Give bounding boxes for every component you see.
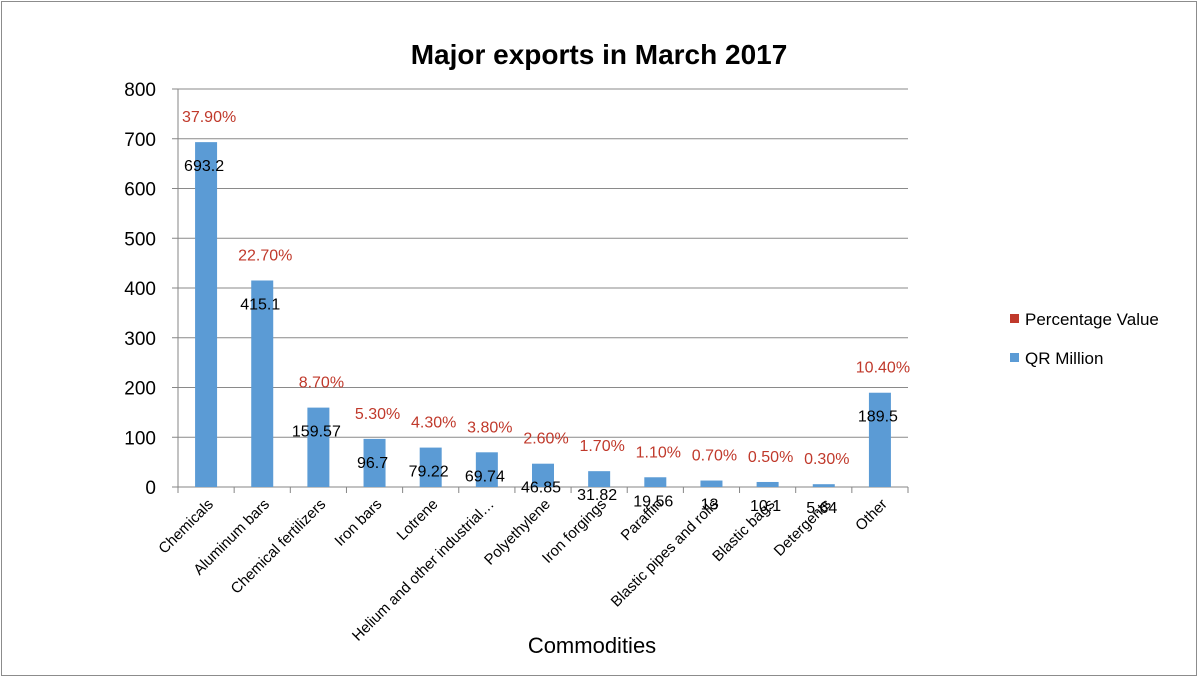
legend-swatch (1010, 314, 1019, 323)
value-label: 46.85 (521, 480, 561, 497)
value-label: 19.56 (633, 493, 673, 510)
legend: Percentage Value QR Million (1010, 310, 1159, 368)
y-tick-label: 0 (145, 478, 156, 499)
legend-swatch (1010, 353, 1019, 362)
x-tick-label: Other (852, 496, 891, 535)
y-tick-label: 200 (124, 379, 156, 400)
percentage-label: 0.50% (748, 449, 793, 466)
bar (419, 447, 442, 487)
y-tick-label: 100 (124, 428, 156, 449)
percentage-label: 3.80% (467, 419, 512, 436)
percentage-label: 22.70% (238, 247, 292, 264)
bar (307, 407, 330, 487)
legend-label: Percentage Value (1025, 310, 1159, 329)
bar (644, 477, 667, 487)
y-tick-label: 800 (124, 80, 156, 101)
x-tick-label: Chemical fertilizers (228, 496, 330, 598)
value-label: 159.57 (292, 424, 341, 441)
percentage-label: 0.70% (692, 448, 737, 465)
y-tick-label: 700 (124, 130, 156, 151)
bar (363, 438, 386, 487)
x-tick-label: Iron bars (331, 496, 385, 550)
bar (588, 471, 611, 487)
value-label: 31.82 (577, 487, 617, 504)
bar (475, 452, 498, 487)
bar (251, 280, 274, 487)
value-label: 415.1 (240, 296, 280, 313)
percentage-label: 2.60% (523, 431, 568, 448)
x-axis-title: Commodities (528, 633, 656, 658)
x-tick-label: Lotrene (394, 496, 442, 544)
value-label: 69.74 (465, 468, 505, 485)
percentage-label: 1.70% (579, 438, 624, 455)
bar (195, 142, 218, 487)
value-label: 5.64 (806, 500, 837, 517)
y-tick-label: 400 (124, 279, 156, 300)
value-label: 693.2 (184, 158, 224, 175)
y-tick-label: 300 (124, 329, 156, 350)
value-label: 79.22 (409, 464, 449, 481)
y-axis: 0 100 200 300 400 500 600 700 800 (124, 80, 179, 499)
gridlines (178, 88, 908, 488)
bar (700, 480, 723, 487)
x-tick-label: Blastic pipes and rolls (608, 496, 723, 611)
percentage-label: 1.10% (636, 444, 681, 461)
value-label: 189.5 (858, 409, 898, 426)
percentage-label: 8.70% (299, 375, 344, 392)
chart-title: Major exports in March 2017 (411, 39, 788, 70)
value-label: 13 (701, 497, 719, 514)
percentage-label: 4.30% (411, 415, 456, 432)
y-tick-label: 500 (124, 229, 156, 250)
bar (532, 463, 554, 487)
bar (812, 484, 835, 487)
value-label: 10.1 (750, 498, 781, 515)
percentage-label: 37.90% (182, 109, 236, 126)
y-tick-label: 600 (124, 180, 156, 201)
legend-label: QR Million (1025, 349, 1103, 368)
bar (756, 481, 779, 487)
value-label: 96.7 (357, 455, 388, 472)
bars: 693.2 37.90% 415.1 22.70% 159.57 8.70% 96.7 5.3… (182, 109, 910, 517)
bar (868, 392, 891, 487)
percentage-label: 10.40% (856, 360, 910, 377)
percentage-label: 5.30% (355, 406, 400, 423)
percentage-label: 0.30% (804, 451, 849, 468)
